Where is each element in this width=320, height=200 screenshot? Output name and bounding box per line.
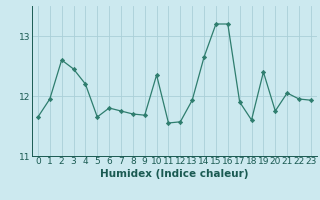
X-axis label: Humidex (Indice chaleur): Humidex (Indice chaleur) <box>100 169 249 179</box>
